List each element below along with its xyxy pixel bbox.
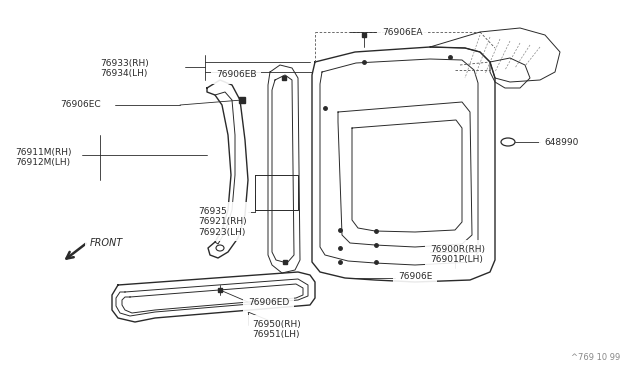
Text: 648990: 648990 — [544, 138, 579, 147]
Text: 76935
76921(RH)
76923(LH): 76935 76921(RH) 76923(LH) — [198, 207, 246, 237]
Text: ^769 10 99: ^769 10 99 — [571, 353, 620, 362]
Text: 76906E: 76906E — [398, 272, 433, 281]
Text: 76911M(RH)
76912M(LH): 76911M(RH) 76912M(LH) — [15, 148, 72, 167]
Text: 76906ED: 76906ED — [248, 298, 289, 307]
Text: 76933(RH)
76934(LH): 76933(RH) 76934(LH) — [100, 59, 148, 78]
Text: 76906EB: 76906EB — [216, 70, 257, 79]
Text: 76906EC: 76906EC — [60, 100, 100, 109]
Text: 76906EA: 76906EA — [382, 28, 422, 37]
Text: 76950(RH)
76951(LH): 76950(RH) 76951(LH) — [252, 320, 301, 339]
Text: FRONT: FRONT — [90, 238, 124, 248]
Text: 76900R(RH)
76901P(LH): 76900R(RH) 76901P(LH) — [430, 245, 485, 264]
